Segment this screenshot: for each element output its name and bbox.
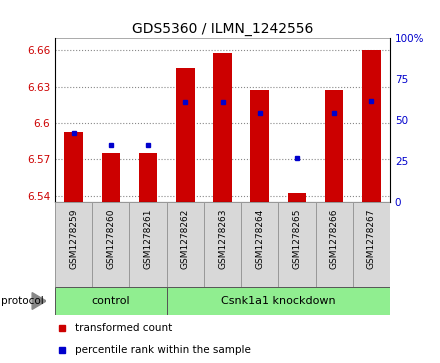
Bar <box>139 154 158 202</box>
Text: GSM1278266: GSM1278266 <box>330 209 339 269</box>
Bar <box>353 202 390 287</box>
Bar <box>129 202 167 287</box>
Text: control: control <box>92 296 130 306</box>
Bar <box>315 202 353 287</box>
Text: GSM1278259: GSM1278259 <box>69 209 78 269</box>
Bar <box>288 193 306 202</box>
Text: GSM1278261: GSM1278261 <box>143 209 153 269</box>
Bar <box>64 131 83 202</box>
Text: GSM1278263: GSM1278263 <box>218 209 227 269</box>
Text: GSM1278265: GSM1278265 <box>293 209 301 269</box>
Bar <box>241 202 279 287</box>
Bar <box>167 287 390 315</box>
Bar <box>213 53 232 202</box>
Bar <box>204 202 241 287</box>
Text: transformed count: transformed count <box>75 323 172 334</box>
Text: GSM1278262: GSM1278262 <box>181 209 190 269</box>
Text: GSM1278260: GSM1278260 <box>106 209 115 269</box>
Text: GSM1278267: GSM1278267 <box>367 209 376 269</box>
Text: percentile rank within the sample: percentile rank within the sample <box>75 344 251 355</box>
Text: Csnk1a1 knockdown: Csnk1a1 knockdown <box>221 296 336 306</box>
Bar <box>325 90 344 202</box>
Bar <box>92 202 129 287</box>
Bar <box>55 202 92 287</box>
Bar <box>279 202 315 287</box>
Bar <box>55 287 167 315</box>
Bar <box>102 154 120 202</box>
Bar <box>176 68 194 202</box>
Polygon shape <box>32 293 46 309</box>
Text: GSM1278264: GSM1278264 <box>255 209 264 269</box>
Bar <box>167 202 204 287</box>
Title: GDS5360 / ILMN_1242556: GDS5360 / ILMN_1242556 <box>132 21 313 36</box>
Bar <box>250 90 269 202</box>
Text: protocol: protocol <box>1 296 44 306</box>
Bar <box>362 50 381 202</box>
